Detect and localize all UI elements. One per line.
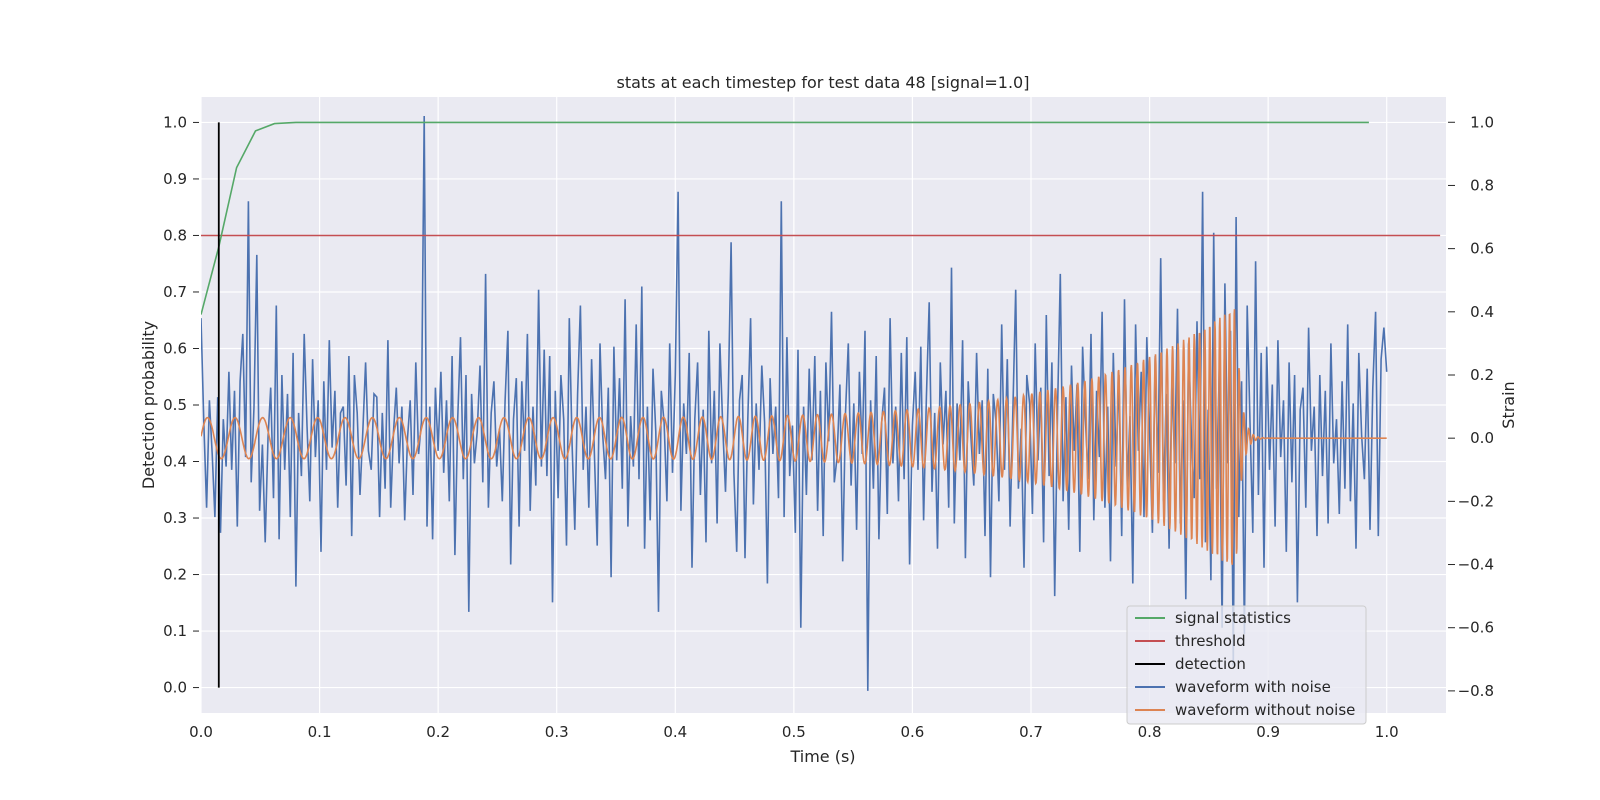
x-tick-label: 0.0 [189,723,213,741]
x-tick-label: 0.6 [900,723,924,741]
y-axis-right-label: Strain [1499,381,1518,428]
y-left-tick-label: 0.9 [163,170,187,188]
legend-label: detection [1175,655,1246,673]
y-axis-right-ticks: −0.8 −0.6 −0.4 −0.2 0.0 0.2 0.4 0.6 0.8 1.0 [1448,113,1494,700]
x-tick-label: 0.3 [545,723,569,741]
y-axis-left-ticks: 0.0 0.1 0.2 0.3 0.4 0.5 0.6 0.7 0.8 0.9 1.0 [163,113,199,697]
x-tick-label: 0.2 [426,723,450,741]
x-tick-label: 1.0 [1375,723,1399,741]
series-signal-statistics [201,121,1369,315]
y-right-tick-label: 0.4 [1470,303,1494,321]
y-right-tick-label: −0.2 [1458,492,1494,510]
y-right-tick-label: −0.6 [1458,619,1494,637]
y-left-tick-label: 0.4 [163,453,187,471]
x-axis-label: Time (s) [789,747,855,766]
y-left-tick-label: 0.0 [163,679,187,697]
chart-title: stats at each timestep for test data 48 … [617,73,1030,92]
y-right-tick-label: 1.0 [1470,113,1494,131]
series-waveform-without-noise [201,309,1387,565]
legend-label: threshold [1175,632,1246,650]
y-left-tick-label: 0.6 [163,339,187,357]
series-layer [201,115,1441,691]
y-right-tick-label: 0.6 [1470,240,1494,258]
x-axis-ticks: 0.0 0.1 0.2 0.3 0.4 0.5 0.6 0.7 0.8 0.9 1.0 [189,723,1399,741]
y-right-tick-label: −0.4 [1458,556,1494,574]
y-left-tick-label: 0.1 [163,622,187,640]
y-right-tick-label: 0.8 [1470,176,1494,194]
legend-box [1126,605,1367,725]
y-axis-left-label: Detection probability [139,321,158,489]
legend-label: waveform without noise [1175,701,1355,719]
y-left-tick-label: 1.0 [163,113,187,131]
y-left-tick-label: 0.8 [163,226,187,244]
x-tick-label: 0.8 [1138,723,1162,741]
legend-label: signal statistics [1175,609,1291,627]
y-right-tick-label: −0.8 [1458,682,1494,700]
legend-label: waveform with noise [1175,678,1331,696]
x-tick-label: 0.5 [782,723,806,741]
y-right-tick-label: 0.2 [1470,366,1494,384]
x-tick-label: 0.9 [1256,723,1280,741]
x-tick-label: 0.4 [663,723,687,741]
y-right-tick-label: 0.0 [1470,429,1494,447]
y-left-tick-label: 0.3 [163,509,187,527]
legend: signal statistics threshold detection wavef… [1126,605,1367,725]
y-left-tick-label: 0.2 [163,566,187,584]
y-left-tick-label: 0.7 [163,283,187,301]
y-left-tick-label: 0.5 [163,396,187,414]
x-tick-label: 0.1 [308,723,332,741]
x-tick-label: 0.7 [1019,723,1043,741]
